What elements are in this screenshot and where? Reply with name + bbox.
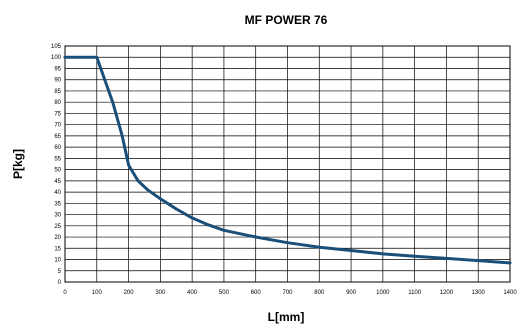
x-tick-label: 300 [155, 290, 166, 296]
data-point [111, 100, 114, 104]
data-point [120, 134, 124, 138]
data-point [445, 257, 448, 260]
x-tick-label: 100 [92, 290, 103, 296]
x-tick-label: 1400 [503, 290, 517, 296]
data-point [476, 259, 480, 262]
y-tick-label: 90 [54, 78, 61, 84]
y-axis-ticks: 0 5 10 15 20 25 30 35 40 45 50 55 60 65 70 75 80 85 90 95 10… [51, 44, 62, 286]
data-point [206, 223, 210, 226]
data-point [317, 245, 321, 249]
y-tick-label: 70 [54, 123, 61, 129]
y-tick-label: 15 [54, 246, 61, 252]
x-tick-label: 800 [314, 290, 325, 296]
x-tick-label: 700 [282, 290, 293, 296]
x-tick-label: 1100 [408, 290, 422, 296]
plot-frame [64, 45, 511, 283]
x-tick-label: 1300 [472, 290, 486, 296]
y-tick-label: 100 [51, 55, 62, 61]
grid [64, 45, 511, 283]
data-point [63, 55, 67, 59]
y-tick-label: 10 [54, 258, 61, 264]
y-tick-label: 105 [51, 44, 62, 50]
data-point [286, 241, 289, 244]
data-point [349, 249, 353, 252]
x-tick-label: 0 [63, 290, 67, 296]
data-point [413, 254, 416, 258]
y-tick-label: 0 [58, 280, 62, 286]
x-tick-label: 1000 [376, 290, 390, 296]
data-point [136, 179, 140, 183]
y-tick-label: 20 [54, 235, 61, 241]
x-axis-ticks: 0 100 200 300 400 500 600 700 800 900 1000 1100 1200… [63, 290, 517, 296]
x-tick-label: 600 [251, 290, 262, 296]
y-tick-label: 30 [54, 213, 61, 219]
y-tick-label: 50 [54, 168, 61, 174]
chart-title: MF POWER 76 [245, 13, 328, 27]
x-tick-label: 400 [187, 290, 198, 296]
y-tick-label: 85 [54, 89, 61, 95]
data-point [190, 216, 194, 220]
y-tick-label: 55 [54, 156, 61, 162]
y-tick-label: 40 [54, 190, 61, 196]
data-point [95, 55, 99, 59]
y-tick-label: 35 [54, 201, 61, 207]
y-tick-label: 65 [54, 134, 61, 140]
data-point [381, 252, 385, 256]
y-tick-label: 95 [54, 66, 61, 72]
x-tick-label: 900 [346, 290, 357, 296]
y-tick-label: 45 [54, 179, 61, 185]
data-point [159, 197, 162, 201]
series-layer [63, 55, 512, 265]
x-tick-label: 1200 [440, 290, 454, 296]
data-point [254, 235, 258, 239]
y-tick-label: 5 [58, 269, 62, 275]
y-axis-label: P[kg] [11, 149, 25, 179]
x-tick-label: 200 [124, 290, 135, 296]
y-tick-label: 60 [54, 145, 61, 151]
y-tick-label: 25 [54, 224, 61, 230]
y-tick-label: 75 [54, 111, 61, 117]
y-tick-label: 80 [54, 100, 61, 106]
x-tick-label: 500 [219, 290, 230, 296]
data-point [222, 229, 226, 232]
data-point [146, 188, 149, 192]
data-point [174, 207, 178, 211]
data-point [508, 261, 512, 265]
x-axis-label: L[mm] [268, 310, 305, 324]
data-point [127, 163, 130, 167]
